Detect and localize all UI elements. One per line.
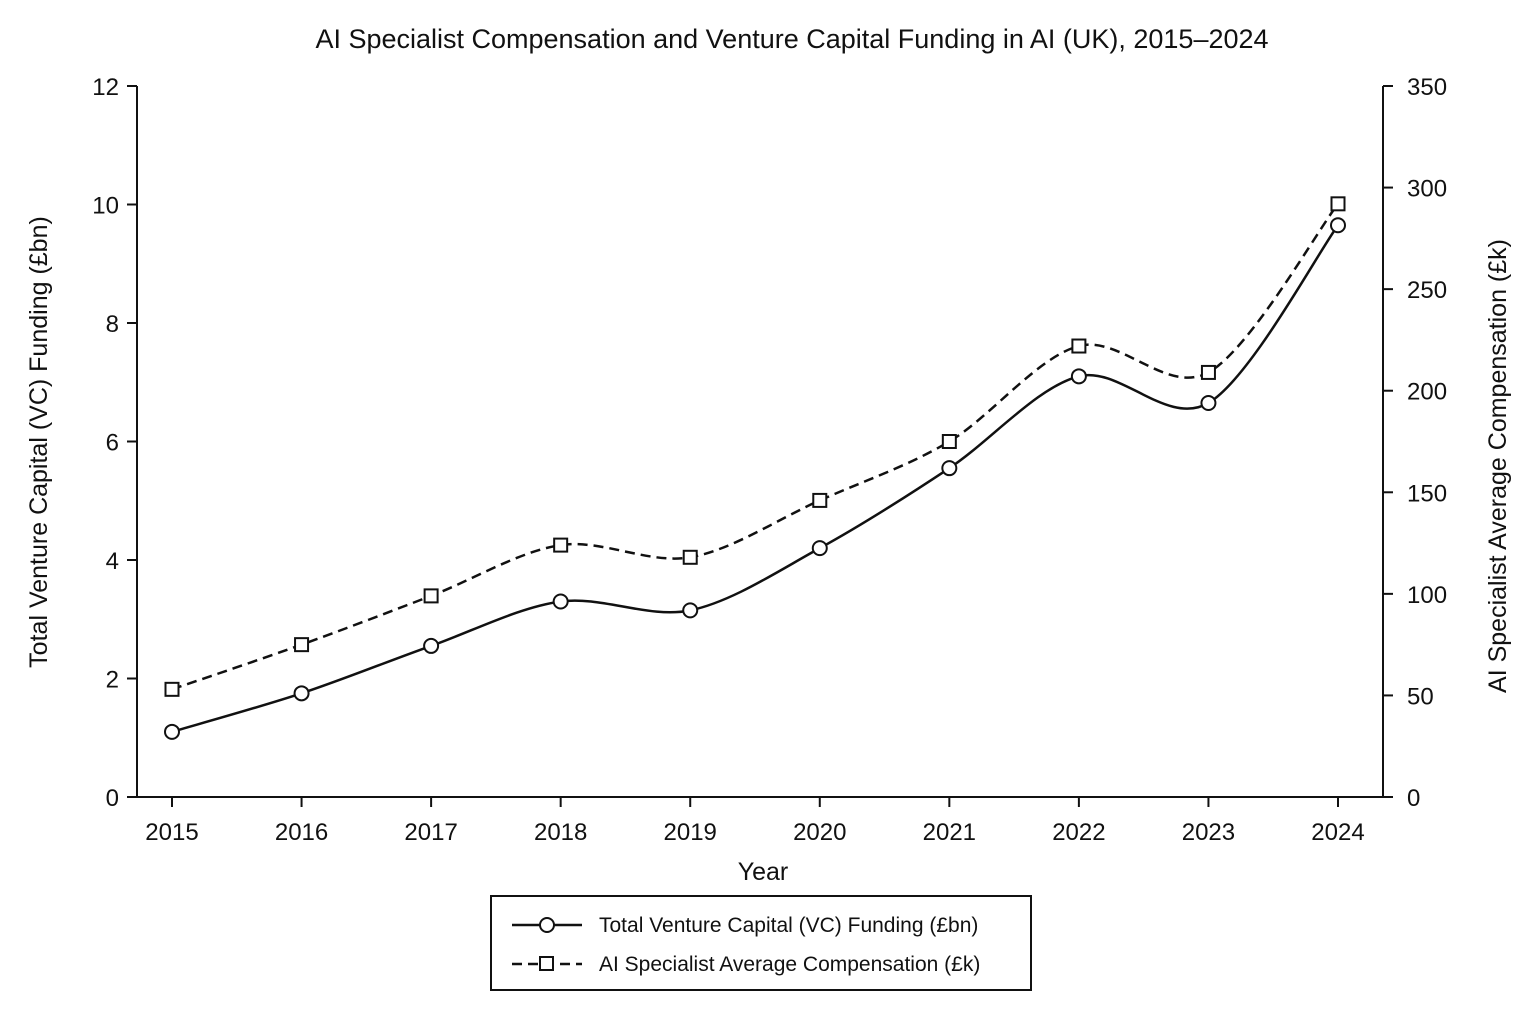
data-point-vc (293, 685, 310, 702)
legend-label-vc: Total Venture Capital (VC) Funding (£bn) (599, 914, 978, 937)
x-tick-label: 2019 (664, 819, 717, 846)
legend-box (490, 895, 1032, 991)
data-point-compensation (553, 537, 569, 553)
left-y-tick-label: 2 (106, 667, 119, 694)
data-point-vc (1070, 368, 1087, 385)
series-line-0 (171, 224, 1340, 734)
right-y-tick-label: 0 (1407, 785, 1420, 812)
left-y-tick-label: 4 (106, 548, 119, 575)
data-point-compensation (164, 681, 180, 697)
x-axis-label: Year (738, 858, 789, 886)
data-point-compensation (423, 588, 439, 604)
chart-title: AI Specialist Compensation and Venture C… (315, 24, 1268, 54)
x-tick-label: 2022 (1052, 819, 1105, 846)
data-point-compensation (812, 492, 828, 508)
data-point-compensation (294, 637, 310, 653)
x-tick-label: 2015 (145, 819, 198, 846)
right-y-tick-label: 50 (1407, 683, 1434, 710)
x-ticks: 2015 2016 2017 2018 2019 2020 2021 2022 2023 2024 (145, 797, 1365, 846)
data-point-vc (811, 540, 828, 557)
right-y-axis-label: AI Specialist Average Compensation (£k) (1484, 239, 1512, 693)
y-left-ticks: 0 2 4 6 8 10 12 (92, 74, 137, 812)
data-point-compensation (1330, 196, 1346, 212)
left-y-tick-label: 8 (106, 311, 119, 338)
x-tick-label: 2017 (404, 819, 457, 846)
left-y-tick-label: 12 (92, 74, 119, 101)
series-line-1 (171, 203, 1339, 691)
x-tick-label: 2016 (275, 819, 328, 846)
data-point-vc (164, 723, 180, 740)
data-point-vc (423, 637, 440, 654)
right-y-tick-label: 350 (1407, 74, 1447, 101)
data-point-vc (941, 460, 958, 477)
data-point-compensation (682, 549, 698, 565)
right-y-tick-label: 300 (1407, 176, 1447, 203)
data-point-compensation (941, 434, 957, 449)
legend-marker-vc (539, 917, 555, 933)
x-tick-label: 2024 (1311, 819, 1364, 846)
data-point-vc (682, 602, 699, 619)
legend-marker-comp (539, 956, 554, 971)
right-y-tick-label: 150 (1407, 480, 1447, 507)
series-group (164, 196, 1346, 740)
data-point-vc (1200, 394, 1217, 411)
y-right-ticks: 0 50 100 150 200 250 300 350 (1383, 74, 1447, 812)
left-y-tick-label: 6 (106, 430, 119, 457)
data-point-compensation (1071, 338, 1087, 354)
right-y-tick-label: 100 (1407, 582, 1447, 609)
x-tick-label: 2023 (1182, 819, 1235, 846)
legend: Total Venture Capital (VC) Funding (£bn)… (490, 895, 1032, 991)
axes (136, 86, 1384, 798)
x-tick-label: 2021 (923, 819, 976, 846)
x-tick-label: 2020 (793, 819, 846, 846)
legend-label-comp: AI Specialist Average Compensation (£k) (599, 953, 980, 976)
data-point-vc (552, 593, 569, 610)
left-y-axis-label: Total Venture Capital (VC) Funding (£bn) (25, 216, 53, 668)
right-y-tick-label: 200 (1407, 379, 1447, 406)
right-y-tick-label: 250 (1407, 277, 1447, 304)
left-y-tick-label: 0 (106, 785, 119, 812)
left-y-tick-label: 10 (92, 193, 119, 220)
data-point-compensation (1200, 364, 1216, 380)
x-tick-label: 2018 (534, 819, 587, 846)
data-point-vc (1330, 217, 1346, 234)
